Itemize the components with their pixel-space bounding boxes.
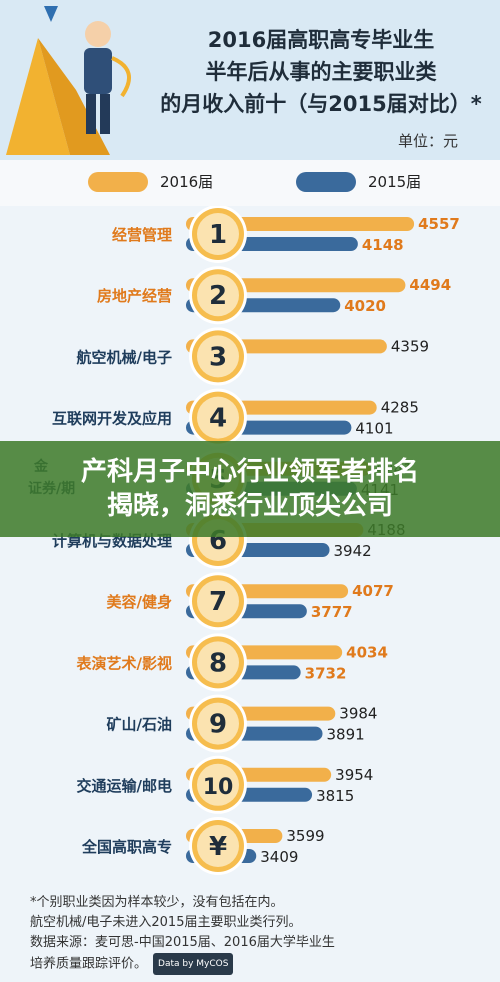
rank-number: 3: [209, 342, 227, 372]
banner-line-2: 揭晓，洞悉行业顶尖公司: [106, 491, 393, 521]
value-label-2016: 4285: [381, 399, 419, 417]
category-label: 美容/健身: [107, 593, 172, 611]
trophy-icon: [6, 6, 132, 155]
data-source-badge: Data by MyCOS: [153, 953, 234, 975]
legend-swatch-2015: [296, 171, 356, 192]
value-label-2015: 4148: [362, 236, 404, 254]
rank-number: 1: [209, 220, 227, 250]
legend-label-2016: 2016届: [160, 173, 214, 191]
value-label-2015: 3777: [311, 603, 353, 621]
rank-circle-inner: [197, 580, 239, 623]
footnotes: *个别职业类因为样本较少，没有包括在内。 航空机械/电子未进入2015届主要职业…: [30, 893, 335, 975]
category-label: 航空机械/电子: [77, 348, 172, 366]
category-label: 表演艺术/影视: [77, 654, 172, 672]
rank-circle-inner: [197, 641, 239, 684]
rank-circle-inner: [197, 335, 239, 378]
rank-number: ¥: [209, 832, 227, 862]
rank-circle-inner: [197, 825, 239, 867]
note-line-3: 数据来源：麦可思-中国2015届、2016届大学毕业生: [30, 935, 335, 950]
unit-label: 单位：元: [397, 132, 458, 150]
category-label: 矿山/石油: [107, 716, 172, 734]
rank-number: 8: [209, 648, 227, 678]
rank-number: 7: [209, 587, 227, 617]
value-label-2015: 3891: [327, 726, 365, 744]
title-line-3: 的月收入前十（与2015届对比）*: [160, 92, 482, 116]
overlay-banner: 产科月子中心行业领军者排名 揭晓，洞悉行业顶尖公司: [0, 441, 500, 537]
bar-chart: 1 4557 4148 经营管理 2 4494 4020 房地产经营 3 4359 航空机械/电子 4…: [28, 205, 460, 875]
banner-line-1: 产科月子中心行业领军者排名: [80, 457, 419, 487]
title-line-1: 2016届高职高专毕业生: [207, 28, 435, 52]
note-line-2: 航空机械/电子未进入2015届主要职业类行列。: [30, 915, 302, 930]
rank-number: 9: [209, 710, 227, 740]
legend-item-2015: 2015届: [296, 171, 421, 192]
value-label-2015: 3815: [316, 787, 354, 805]
rank-circle-inner: [197, 702, 239, 745]
rank-number: 4: [209, 404, 227, 434]
value-label-2015: 3409: [260, 848, 298, 866]
value-label-2015: 4020: [344, 297, 386, 315]
chart-area: 1 4557 4148 经营管理 2 4494 4020 房地产经营 3 4359 航空机械/电子 4…: [0, 205, 500, 882]
rank-circle-inner: [197, 213, 239, 255]
category-label: 交通运输/邮电: [77, 777, 172, 795]
value-label-2016: 4557: [418, 215, 460, 233]
legend: 2016届 2015届: [0, 160, 500, 206]
note-line-1: *个别职业类因为样本较少，没有包括在内。: [30, 895, 284, 910]
legend-item-2016: 2016届: [88, 171, 213, 192]
legend-label-2015: 2015届: [368, 173, 422, 191]
value-label-2016: 4494: [409, 276, 451, 294]
rank-number: 10: [203, 775, 234, 800]
rank-circle-inner: [197, 396, 239, 439]
category-label: 经营管理: [112, 226, 172, 244]
note-line-4-wrap: 培养质量跟踪评价。 Data by MyCOS: [30, 953, 335, 975]
note-line-4: 培养质量跟踪评价。: [30, 956, 148, 972]
value-label-2016: 4077: [352, 582, 394, 600]
category-label: 房地产经营: [97, 287, 172, 305]
value-label-2016: 4359: [391, 337, 429, 355]
legend-swatch-2016: [88, 171, 148, 192]
rank-number: 2: [209, 281, 227, 311]
value-label-2015: 3942: [334, 542, 372, 560]
value-label-2016: 3984: [339, 705, 377, 723]
chart-title: 2016届高职高专毕业生 半年后从事的主要职业类 的月收入前十（与2015届对比…: [156, 24, 486, 120]
header: 2016届高职高专毕业生 半年后从事的主要职业类 的月收入前十（与2015届对比…: [0, 0, 500, 160]
value-label-2016: 3954: [335, 766, 373, 784]
category-label: 互联网开发及应用: [52, 410, 172, 428]
title-line-2: 半年后从事的主要职业类: [205, 60, 437, 84]
value-label-2016: 3599: [286, 827, 324, 845]
value-label-2015: 3732: [305, 664, 347, 682]
value-label-2015: 4101: [355, 420, 393, 438]
rank-circle-inner: [197, 274, 239, 317]
category-label: 全国高职高专: [81, 838, 172, 856]
rank-circle-inner: [197, 763, 239, 806]
value-label-2016: 4034: [346, 643, 388, 661]
banner-text: 产科月子中心行业领军者排名 揭晓，洞悉行业顶尖公司: [0, 455, 500, 523]
